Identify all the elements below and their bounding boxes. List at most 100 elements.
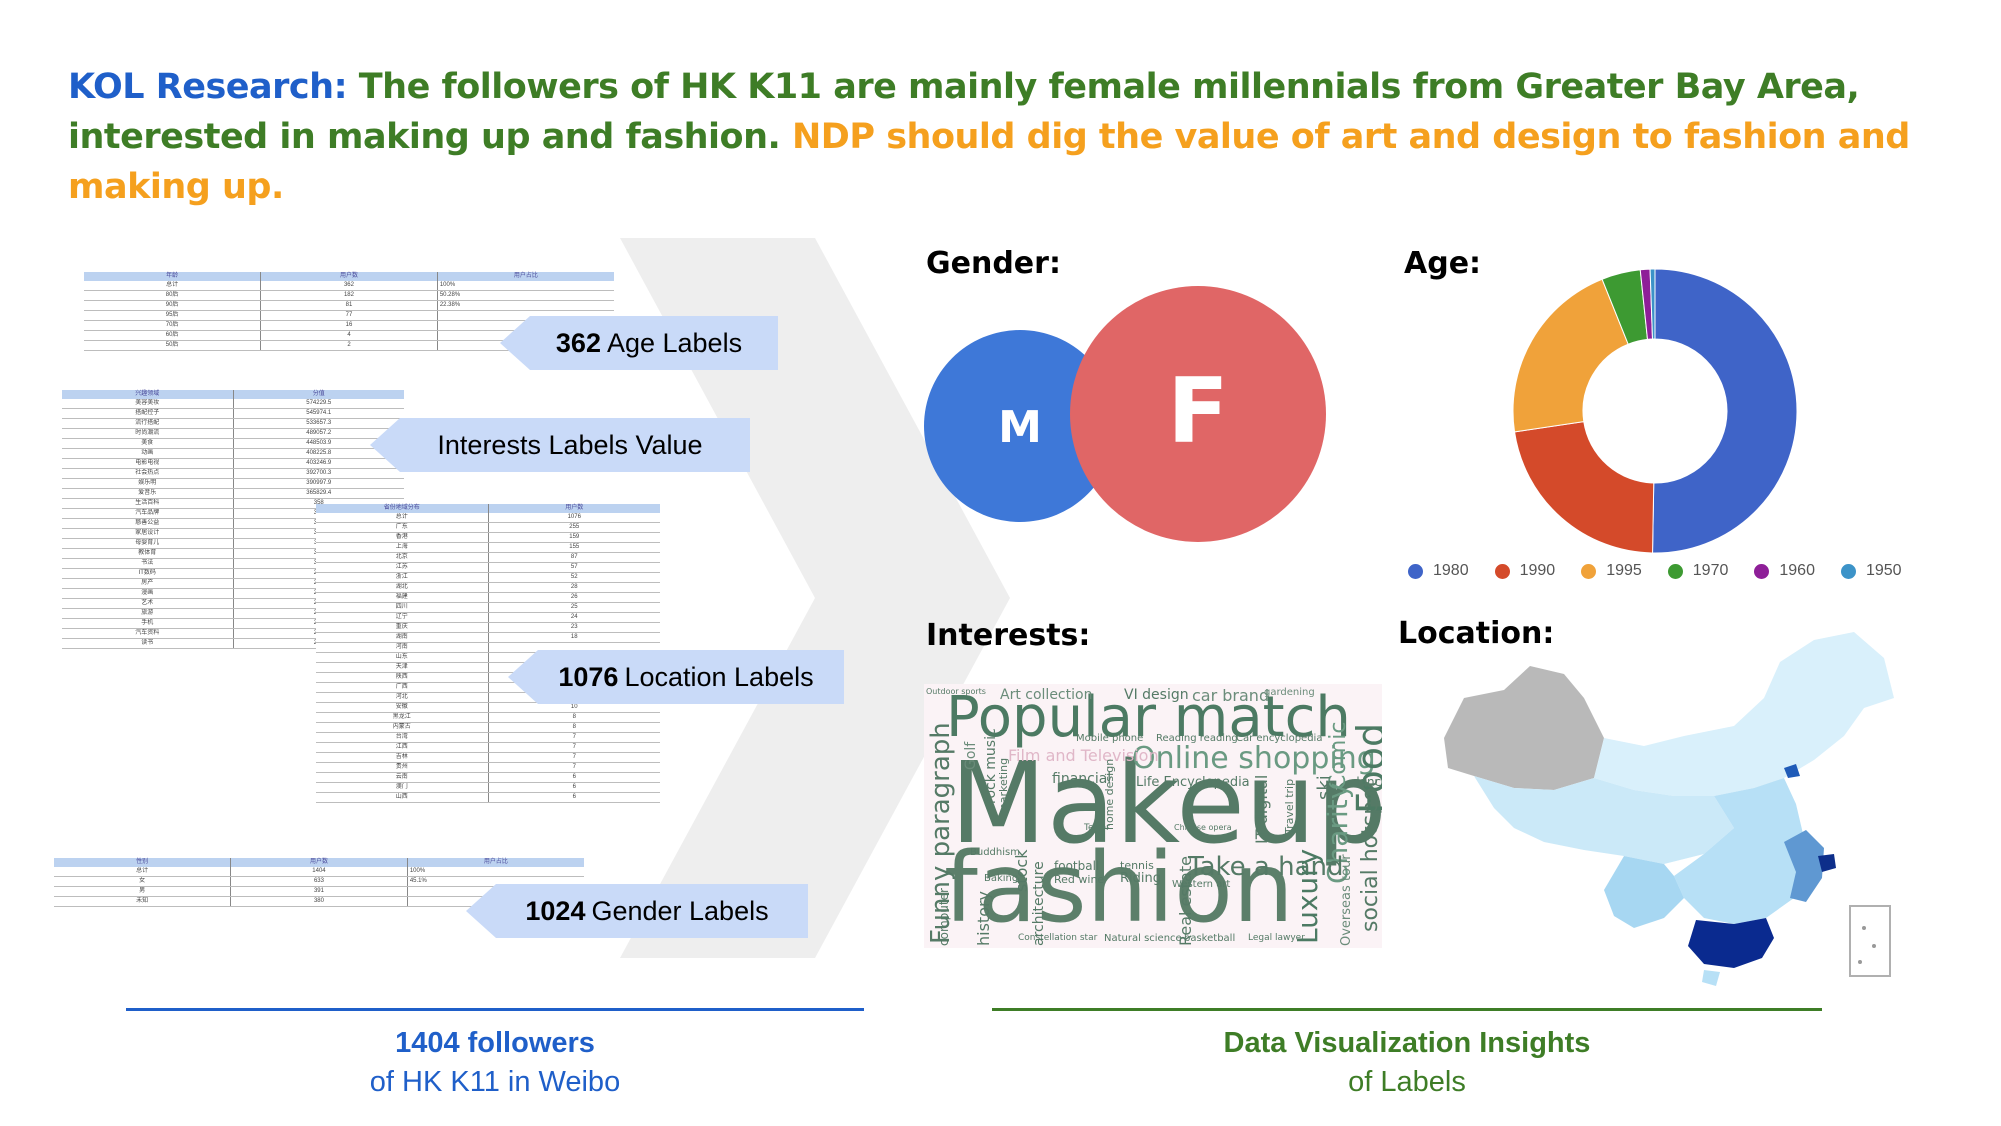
map-inset-dot — [1872, 944, 1876, 948]
table-row: 江西 7 — [316, 742, 660, 753]
sheet-header-cell: 用户占比 — [407, 858, 584, 867]
wordcloud-word: social hotspot — [1358, 778, 1382, 932]
age-donut-chart — [1512, 268, 1798, 554]
table-cell: 10 — [488, 702, 660, 713]
female-bubble — [1070, 286, 1326, 542]
sheet-header-cell: 用户占比 — [437, 272, 614, 281]
table-cell: 上海 — [316, 542, 489, 553]
wordcloud-word: IT digital — [1252, 774, 1271, 844]
wordcloud-word: history — [974, 890, 993, 946]
table-cell: 天津 — [316, 662, 489, 673]
table-cell: 7 — [488, 752, 660, 763]
sheet-header-row: 省份地域分布 用户数 — [316, 504, 660, 513]
table-cell: 台湾 — [316, 732, 489, 743]
table-row: 贵州 7 — [316, 762, 660, 773]
table-cell: 6 — [488, 782, 660, 793]
wordcloud-word: Popular match — [946, 685, 1351, 750]
wordcloud-word: computer — [937, 888, 951, 946]
male-bubble — [924, 330, 1116, 522]
gender-section-label: Gender: — [926, 246, 1061, 281]
table-cell: 391 — [230, 886, 408, 897]
table-row: 福建 26 — [316, 592, 660, 603]
map-inset-dot — [1858, 960, 1862, 964]
table-cell: 7 — [488, 762, 660, 773]
table-cell: 女 — [54, 876, 232, 887]
female-label: F — [1167, 359, 1228, 464]
table-cell: 26 — [488, 592, 660, 603]
table-row: 湖北 28 — [316, 582, 660, 593]
wordcloud-word: car brand — [1192, 686, 1270, 705]
table-row: 总计 1404 100% — [54, 867, 584, 877]
legend-label: 1990 — [1519, 562, 1556, 579]
table-cell: 533657.3 — [233, 418, 404, 429]
table-cell: 漫画 — [62, 588, 234, 599]
table-cell: 159 — [488, 532, 660, 543]
table-cell: 100% — [437, 281, 614, 291]
table-cell: 香港 — [316, 532, 489, 543]
legend-item-1995: 1995 — [1581, 562, 1642, 580]
map-region-hainan — [1702, 970, 1720, 986]
table-cell: 57 — [488, 562, 660, 573]
donut-slice-1950 — [1649, 268, 1656, 340]
table-cell: 内蒙古 — [316, 722, 489, 733]
donut-slice-1990 — [1513, 421, 1655, 554]
table-cell: 福建 — [316, 592, 489, 603]
table-cell: 90后 — [84, 300, 262, 311]
table-row: 动画 408225.8 — [62, 448, 404, 459]
legend-dot-icon — [1840, 563, 1856, 579]
sheet-header-cell: 用户数 — [488, 504, 660, 513]
table-cell: 教体育 — [62, 548, 234, 559]
donut-slice-1995 — [1512, 278, 1629, 433]
wordcloud-word: tennis — [1120, 859, 1154, 872]
table-cell: 广西 — [316, 682, 489, 693]
wordcloud-word: Film and Television — [1008, 746, 1159, 765]
age-section-label: Age: — [1404, 246, 1482, 281]
legend-dot-icon — [1581, 563, 1597, 579]
gender-labels-count: 1024 — [525, 895, 586, 926]
wordcloud-word: Online shopping — [1132, 741, 1376, 776]
sheet-header-cell: 分值 — [233, 390, 404, 399]
table-cell: 87 — [488, 552, 660, 563]
table-cell: 633 — [230, 876, 408, 887]
map-region-north — [1594, 632, 1894, 796]
table-cell: 吉林 — [316, 752, 489, 763]
table-cell: 81 — [260, 300, 438, 311]
table-row: 澳门 6 — [316, 782, 660, 793]
sheet-header-cell: 用户数 — [230, 858, 408, 867]
wordcloud-word: Take a hand — [1188, 852, 1344, 882]
wordcloud-word: ski — [1314, 775, 1335, 800]
legend-label: 1950 — [1865, 562, 1902, 579]
table-cell: 6 — [488, 792, 660, 803]
table-cell: 湖北 — [316, 582, 489, 593]
location-sheet: 省份地域分布 用户数 总计 1076 广东 255 香港 159 上海 155 北京 87 江苏 57 浙江… — [316, 504, 660, 803]
table-cell: 60后 — [84, 330, 262, 341]
wordcloud-word: Western art — [1172, 879, 1231, 890]
wordcloud-word: Legal lawyer — [1248, 933, 1305, 943]
wordcloud-word: Buddhism — [970, 847, 1020, 858]
table-cell: 总计 — [316, 513, 489, 523]
table-cell: 1404 — [230, 867, 408, 877]
headline: KOL Research: The followers of HK K11 ar… — [68, 62, 1968, 212]
table-row: 台湾 7 — [316, 732, 660, 743]
table-cell: 50后 — [84, 340, 262, 351]
table-cell: 四川 — [316, 602, 489, 613]
table-cell: 河南 — [316, 642, 489, 653]
location-labels-count: 1076 — [558, 661, 619, 692]
table-row: 娱乐明 390997.9 — [62, 478, 404, 489]
table-row: 时尚潮流 489057.2 — [62, 428, 404, 439]
table-cell: 95后 — [84, 310, 262, 321]
wordcloud-word: Luxury — [1291, 848, 1324, 944]
table-cell: 50.28% — [437, 290, 614, 301]
table-cell: 艺术 — [62, 598, 234, 609]
sheet-header-row: 年龄 用户数 用户占比 — [84, 272, 614, 281]
table-cell: 8 — [488, 722, 660, 733]
table-cell: 汽车品牌 — [62, 508, 234, 519]
wordcloud-word: basketball — [1184, 933, 1236, 944]
wordcloud-word: Red wine — [1054, 873, 1105, 886]
location-labels-callout: 1076 Location Labels — [508, 650, 844, 704]
map-inset-box — [1849, 905, 1891, 977]
table-cell: 574229.5 — [233, 399, 404, 409]
wordcloud-word: Chinese opera — [1174, 823, 1232, 832]
table-row: 重庆 23 — [316, 622, 660, 633]
table-cell: 美食 — [62, 438, 234, 449]
